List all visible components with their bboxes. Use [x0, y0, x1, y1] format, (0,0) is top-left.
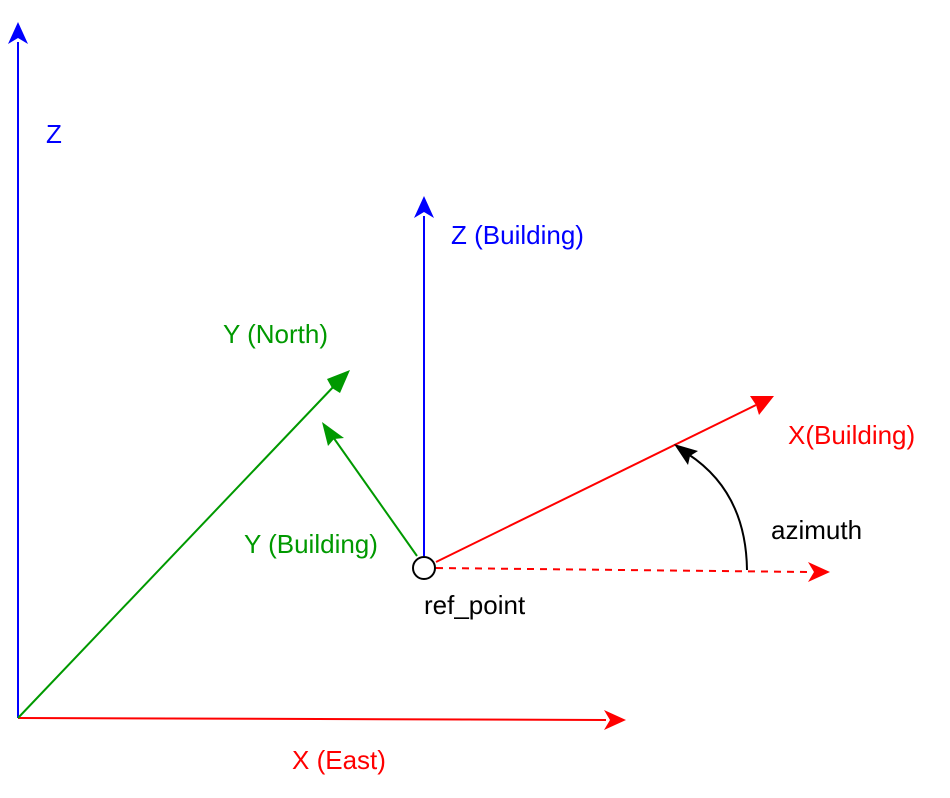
label-y-building: Y (Building)	[244, 529, 378, 559]
global-y-axis	[17, 370, 350, 719]
building-y-arrowhead	[322, 422, 344, 446]
global-z-arrowhead	[8, 22, 28, 44]
label-x-east: X (East)	[292, 745, 386, 775]
building-z-axis	[414, 196, 434, 556]
azimuth-arc	[674, 444, 748, 571]
building-z-arrowhead	[414, 196, 434, 218]
reference-direction-dashed	[435, 562, 830, 582]
label-x-building: X(Building)	[788, 420, 915, 450]
label-z-building: Z (Building)	[451, 220, 584, 250]
ref-point-marker	[412, 556, 436, 580]
label-ref-point: ref_point	[424, 590, 526, 620]
building-x-arrowhead	[750, 396, 774, 415]
building-x-axis	[435, 396, 774, 563]
global-y-arrowhead	[327, 370, 350, 393]
global-x-arrowhead	[604, 710, 626, 730]
global-x-axis	[17, 710, 626, 730]
azimuth-arrowhead	[674, 444, 698, 465]
reference-direction-arrowhead	[808, 562, 830, 582]
building-y-axis	[322, 422, 418, 557]
label-z-global: Z	[46, 119, 62, 149]
label-y-north: Y (North)	[223, 319, 328, 349]
global-z-axis	[8, 22, 28, 718]
label-azimuth: azimuth	[771, 515, 862, 545]
